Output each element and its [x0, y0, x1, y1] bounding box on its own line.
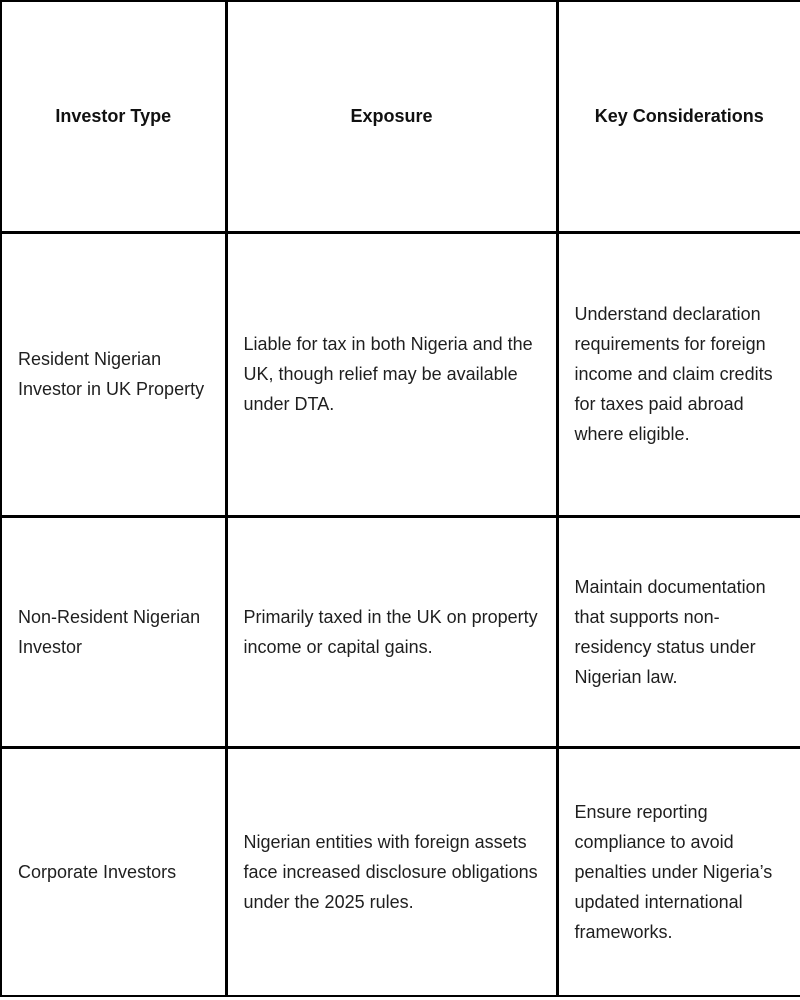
cell-exposure: Nigerian entities with foreign assets fa…: [224, 745, 559, 997]
table-row-corporate-investors: Corporate Investors Nigerian entities wi…: [0, 745, 800, 997]
cell-key-considerations: Maintain documentation that supports non…: [555, 514, 800, 749]
table-header-row: Investor Type Exposure Key Consideration…: [0, 0, 800, 234]
cell-key-considerations: Understand declaration requirements for …: [555, 230, 800, 518]
cell-exposure: Primarily taxed in the UK on property in…: [224, 514, 559, 749]
cell-key-considerations: Ensure reporting compliance to avoid pen…: [555, 745, 800, 997]
cell-investor-type: Resident Nigerian Investor in UK Propert…: [0, 230, 228, 518]
header-key-considerations: Key Considerations: [555, 0, 800, 234]
table-row-resident-nigerian-investor: Resident Nigerian Investor in UK Propert…: [0, 230, 800, 518]
cell-investor-type: Corporate Investors: [0, 745, 228, 997]
table-row-non-resident-nigerian-investor: Non-Resident Nigerian Investor Primarily…: [0, 514, 800, 749]
cell-investor-type: Non-Resident Nigerian Investor: [0, 514, 228, 749]
header-exposure: Exposure: [224, 0, 559, 234]
header-investor-type: Investor Type: [0, 0, 228, 234]
cell-exposure: Liable for tax in both Nigeria and the U…: [224, 230, 559, 518]
